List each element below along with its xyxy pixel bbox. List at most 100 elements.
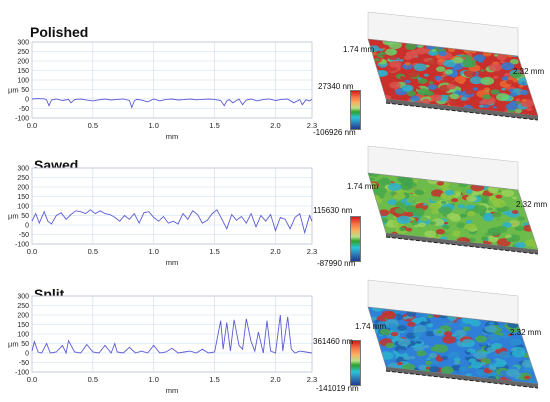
surface-patch xyxy=(378,45,385,49)
y-tick-label: 250 xyxy=(17,175,29,182)
surface-patch xyxy=(470,361,483,369)
surface-patch xyxy=(405,50,419,59)
surface-patch xyxy=(401,84,414,92)
surface-patch xyxy=(488,321,495,326)
surface-patch xyxy=(466,189,473,194)
surface-patch xyxy=(480,195,490,201)
surface-patch xyxy=(510,338,522,346)
surface-patch xyxy=(412,219,417,223)
surface-patch xyxy=(519,89,529,96)
x-tick-label: 1.5 xyxy=(209,121,219,130)
surface-patch xyxy=(405,227,413,232)
x-tick-label: 1.5 xyxy=(209,375,219,384)
surface-patch xyxy=(386,360,391,363)
surface-patch xyxy=(526,107,533,111)
y-tick-label: -100 xyxy=(15,370,29,377)
surface-patch xyxy=(394,208,405,214)
surface-patch xyxy=(417,88,430,96)
surface-texture xyxy=(368,39,538,116)
surface-patch xyxy=(455,192,461,196)
surface-patch xyxy=(434,75,442,81)
surface-patch xyxy=(486,235,499,243)
surface-patch xyxy=(430,221,437,225)
surface-patch xyxy=(404,62,411,66)
surface-patch xyxy=(465,351,471,355)
surface-patch xyxy=(473,54,486,62)
surface-patch xyxy=(379,51,386,56)
surface-patch xyxy=(451,198,459,203)
surface-patch xyxy=(463,326,471,332)
surface-patch xyxy=(420,216,429,222)
surface-patch xyxy=(481,236,488,241)
y-tick-label: -50 xyxy=(19,106,29,113)
surface-patch xyxy=(402,316,408,320)
surface-patch xyxy=(428,50,438,56)
surface-patch xyxy=(464,223,477,231)
y-tick-label: -100 xyxy=(15,116,29,123)
surface-patch xyxy=(386,215,395,221)
surface-patch xyxy=(442,75,454,83)
surface-patch xyxy=(444,189,455,196)
surface-patch xyxy=(405,211,414,217)
surface-patch xyxy=(511,210,519,214)
surface-front-edge xyxy=(386,233,538,254)
surface-patch xyxy=(415,47,427,55)
x-tick-label: 2.3 xyxy=(307,375,317,384)
surface-patch xyxy=(423,344,430,349)
surface-patch xyxy=(498,332,504,336)
surface-patch xyxy=(524,375,531,380)
colorbar-min-label: -87990 nm xyxy=(317,259,356,268)
surface-front-edge xyxy=(386,367,538,388)
x-tick-label: 2.0 xyxy=(270,375,280,384)
surface-patch xyxy=(383,311,396,320)
surface-patch xyxy=(406,90,416,97)
surface-patch xyxy=(425,366,430,370)
length-label: 2.32 mm xyxy=(513,67,545,76)
surface-patch xyxy=(492,106,497,109)
width-label: 1.74 mm xyxy=(347,182,379,191)
surface-patch xyxy=(479,104,484,108)
x-axis-label: mm xyxy=(166,258,179,267)
x-tick-label: 2.0 xyxy=(270,247,280,256)
surface-patch xyxy=(512,349,526,358)
surface-patch xyxy=(527,378,538,384)
surface-patch xyxy=(500,60,505,64)
y-tick-label: -50 xyxy=(19,360,29,367)
surface-patch xyxy=(444,331,453,337)
surface-patch xyxy=(405,43,417,50)
surface-patch xyxy=(442,224,450,230)
surface-patch xyxy=(441,317,450,324)
surface-patch xyxy=(487,334,500,341)
surface-patch xyxy=(496,93,510,102)
surface-patch xyxy=(487,207,494,211)
surface-patch xyxy=(488,63,503,72)
surface-patch xyxy=(414,189,425,196)
surface-patch xyxy=(429,366,440,373)
surface-patch xyxy=(457,204,466,209)
surface-patch xyxy=(436,66,446,72)
surface-patch xyxy=(427,59,438,65)
x-tick-label: 2.3 xyxy=(307,121,317,130)
surface-patch xyxy=(413,325,427,333)
surface-patch xyxy=(401,202,406,206)
surface-patch xyxy=(484,325,497,333)
surface-patch xyxy=(505,234,512,239)
panel-polished: Polished -100 -50 0 50 100 150 200 250 300 0.0 0.5… xyxy=(0,0,550,141)
surface-patch xyxy=(397,349,406,355)
y-axis-label: µm xyxy=(8,340,19,349)
profile-chart-sawed: -100 -50 0 50 100 150 200 250 300 0.0 0.5 1.0 1.5 2.0… xyxy=(8,166,317,268)
surface-patch xyxy=(479,362,486,366)
surface-patch xyxy=(449,88,456,93)
colorbar xyxy=(350,340,361,386)
x-tick-label: 0.0 xyxy=(27,121,37,130)
surface-patch xyxy=(461,339,475,348)
y-tick-label: 300 xyxy=(17,40,29,47)
surface-patch xyxy=(424,73,429,77)
surface-patch xyxy=(465,88,475,95)
dimension-axis xyxy=(385,236,539,255)
surface-patch xyxy=(449,214,461,222)
surface-patch xyxy=(501,62,515,71)
surface-patch xyxy=(429,202,442,210)
surface-patch xyxy=(488,187,499,194)
surface-patch xyxy=(407,321,416,327)
